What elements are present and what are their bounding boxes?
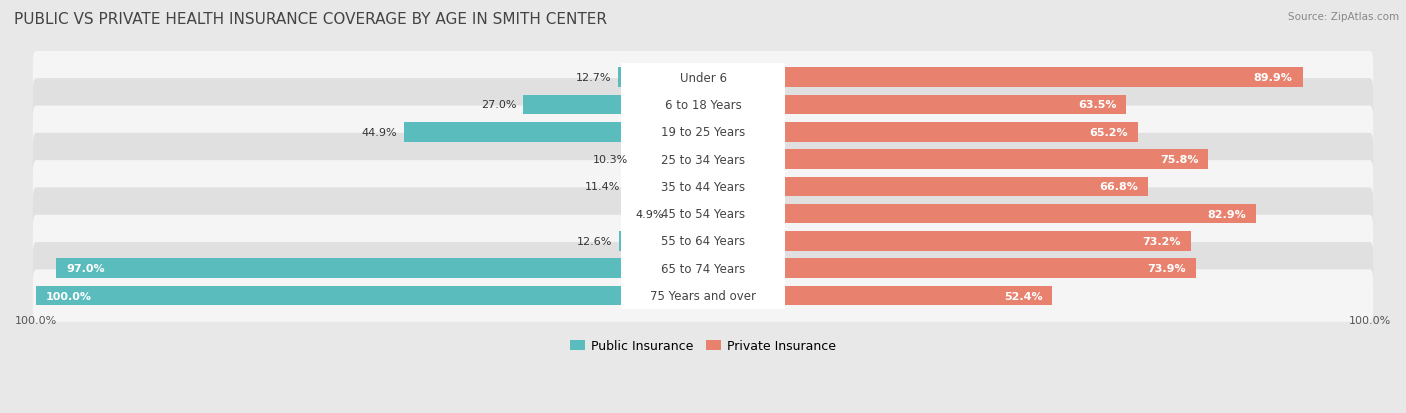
FancyBboxPatch shape [703,177,1149,197]
Text: PUBLIC VS PRIVATE HEALTH INSURANCE COVERAGE BY AGE IN SMITH CENTER: PUBLIC VS PRIVATE HEALTH INSURANCE COVER… [14,12,607,27]
Text: 73.9%: 73.9% [1147,263,1185,274]
FancyBboxPatch shape [32,79,1374,131]
Text: 45 to 54 Years: 45 to 54 Years [661,208,745,221]
Text: 27.0%: 27.0% [481,100,516,110]
Text: 82.9%: 82.9% [1208,209,1246,219]
FancyBboxPatch shape [32,242,1374,295]
FancyBboxPatch shape [627,177,703,197]
Text: 12.6%: 12.6% [576,236,612,247]
Text: Source: ZipAtlas.com: Source: ZipAtlas.com [1288,12,1399,22]
Text: 73.2%: 73.2% [1143,236,1181,247]
Text: 65 to 74 Years: 65 to 74 Years [661,262,745,275]
FancyBboxPatch shape [703,95,1126,115]
Text: 52.4%: 52.4% [1004,291,1042,301]
Text: 66.8%: 66.8% [1099,182,1139,192]
Text: 100.0%: 100.0% [46,291,93,301]
FancyBboxPatch shape [621,278,785,314]
Text: Under 6: Under 6 [679,71,727,84]
FancyBboxPatch shape [32,52,1374,104]
FancyBboxPatch shape [634,150,703,169]
Text: 19 to 25 Years: 19 to 25 Years [661,126,745,139]
FancyBboxPatch shape [37,286,703,306]
FancyBboxPatch shape [703,204,1256,224]
FancyBboxPatch shape [621,169,785,205]
FancyBboxPatch shape [703,68,1302,88]
Text: 35 to 44 Years: 35 to 44 Years [661,180,745,193]
Text: 75.8%: 75.8% [1160,154,1198,165]
FancyBboxPatch shape [32,133,1374,186]
Text: 44.9%: 44.9% [361,127,396,138]
Text: 65.2%: 65.2% [1090,127,1128,138]
FancyBboxPatch shape [523,95,703,115]
FancyBboxPatch shape [32,215,1374,268]
FancyBboxPatch shape [703,232,1191,251]
Text: 11.4%: 11.4% [585,182,620,192]
FancyBboxPatch shape [671,204,703,224]
FancyBboxPatch shape [32,106,1374,159]
Text: 63.5%: 63.5% [1078,100,1116,110]
Text: 55 to 64 Years: 55 to 64 Years [661,235,745,248]
FancyBboxPatch shape [32,161,1374,213]
Text: 6 to 18 Years: 6 to 18 Years [665,99,741,112]
Text: 4.9%: 4.9% [636,209,664,219]
FancyBboxPatch shape [56,259,703,278]
FancyBboxPatch shape [621,251,785,287]
FancyBboxPatch shape [621,87,785,123]
Text: 10.3%: 10.3% [592,154,627,165]
FancyBboxPatch shape [621,142,785,178]
FancyBboxPatch shape [703,259,1197,278]
FancyBboxPatch shape [621,196,785,232]
FancyBboxPatch shape [32,188,1374,240]
FancyBboxPatch shape [703,150,1209,169]
FancyBboxPatch shape [703,286,1053,306]
FancyBboxPatch shape [32,270,1374,322]
FancyBboxPatch shape [619,68,703,88]
Legend: Public Insurance, Private Insurance: Public Insurance, Private Insurance [565,334,841,357]
Text: 12.7%: 12.7% [576,73,612,83]
FancyBboxPatch shape [703,123,1137,142]
Text: 75 Years and over: 75 Years and over [650,290,756,302]
FancyBboxPatch shape [621,60,785,96]
Text: 25 to 34 Years: 25 to 34 Years [661,153,745,166]
FancyBboxPatch shape [621,223,785,259]
Text: 89.9%: 89.9% [1254,73,1292,83]
FancyBboxPatch shape [621,114,785,150]
FancyBboxPatch shape [404,123,703,142]
FancyBboxPatch shape [619,232,703,251]
Text: 97.0%: 97.0% [66,263,105,274]
